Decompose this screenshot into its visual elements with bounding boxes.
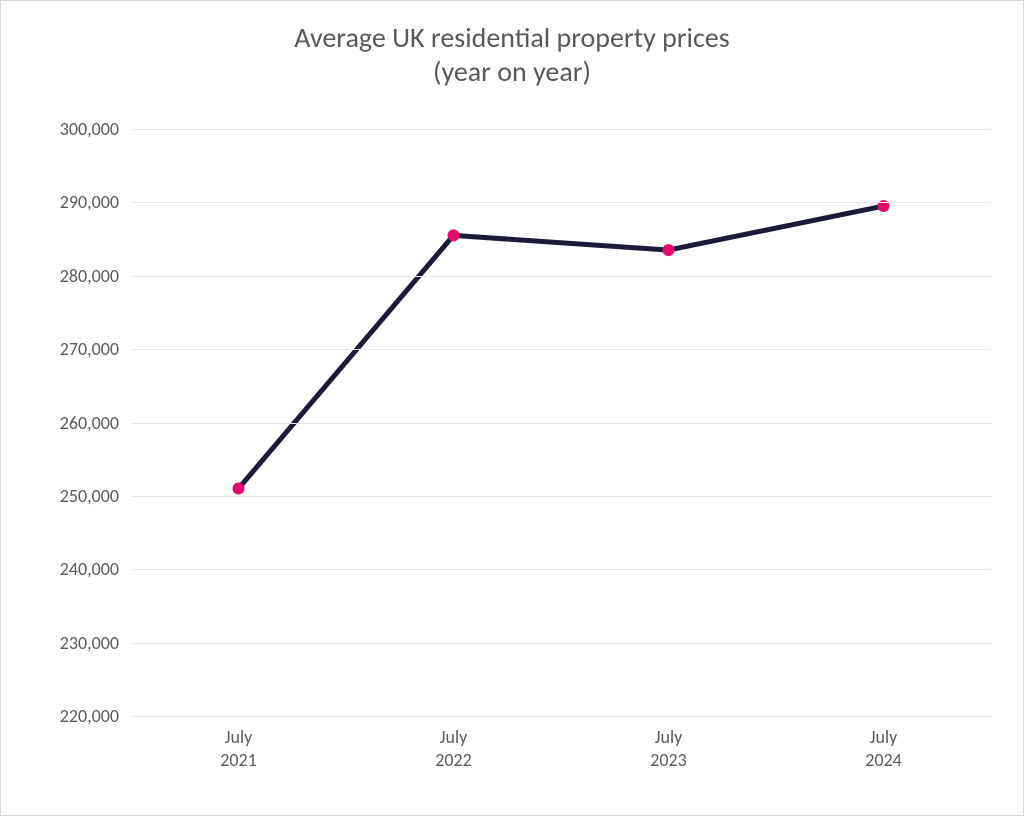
x-tick-label: July 2021	[220, 716, 257, 771]
gridline	[131, 202, 991, 203]
y-tick-label: 300,000	[60, 118, 131, 140]
gridline	[131, 569, 991, 570]
x-tick-label: July 2024	[865, 716, 902, 771]
data-point-marker	[663, 244, 675, 256]
x-tick-label: July 2023	[650, 716, 687, 771]
y-tick-label: 270,000	[60, 338, 131, 360]
x-tick-label: July 2022	[435, 716, 472, 771]
gridline	[131, 423, 991, 424]
y-tick-label: 230,000	[60, 632, 131, 654]
y-tick-label: 220,000	[60, 705, 131, 727]
gridline	[131, 129, 991, 130]
y-tick-label: 290,000	[60, 191, 131, 213]
plot-area: 220,000230,000240,000250,000260,000270,0…	[131, 129, 991, 716]
series-line	[239, 206, 884, 488]
y-tick-label: 280,000	[60, 265, 131, 287]
chart-title: Average UK residential property prices (…	[1, 21, 1023, 88]
data-point-marker	[233, 483, 245, 495]
chart-frame: Average UK residential property prices (…	[0, 0, 1024, 816]
y-tick-label: 240,000	[60, 558, 131, 580]
gridline	[131, 276, 991, 277]
gridline	[131, 496, 991, 497]
gridline	[131, 349, 991, 350]
gridline	[131, 716, 991, 717]
data-point-marker	[448, 229, 460, 241]
y-tick-label: 250,000	[60, 485, 131, 507]
gridline	[131, 643, 991, 644]
y-tick-label: 260,000	[60, 412, 131, 434]
